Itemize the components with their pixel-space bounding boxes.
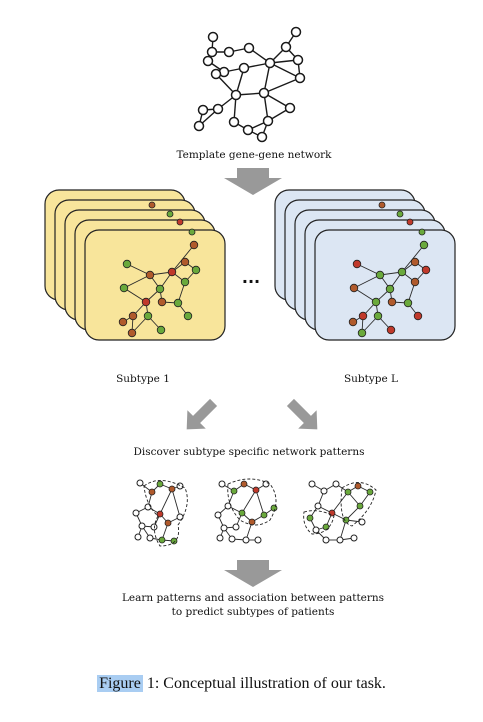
subtype-first-network xyxy=(118,240,201,338)
template-network-label: Template gene-gene network xyxy=(176,149,332,161)
caption-text: 1: Conceptual illustration of our task. xyxy=(142,675,386,692)
figure-caption: Figure 1: Conceptual illustration of our… xyxy=(0,675,483,693)
template-network xyxy=(193,26,306,143)
subtype-first-stack xyxy=(44,189,226,341)
subtype-last-label: Subtype L xyxy=(344,373,398,385)
pattern-network-3 xyxy=(303,480,377,544)
figure-word: Figure xyxy=(97,675,143,692)
subtype-last-stack xyxy=(274,189,456,341)
subtype-last-network xyxy=(348,240,431,338)
discover-label: Discover subtype specific network patter… xyxy=(134,446,365,458)
down-arrow-1 xyxy=(224,168,282,195)
pattern-network-2 xyxy=(214,478,278,544)
down-arrow-2 xyxy=(224,560,282,587)
template-nodes xyxy=(193,26,306,143)
pattern-network-1 xyxy=(132,479,188,547)
learn-label-line2: to predict subtypes of patients xyxy=(172,606,335,618)
learn-label-line1: Learn patterns and association between p… xyxy=(122,592,384,604)
diagonal-arrow-right xyxy=(286,398,318,430)
diagonal-arrow-left xyxy=(186,398,218,430)
stack-ellipsis: ... xyxy=(242,268,260,287)
subtype-first-label: Subtype 1 xyxy=(116,373,170,385)
